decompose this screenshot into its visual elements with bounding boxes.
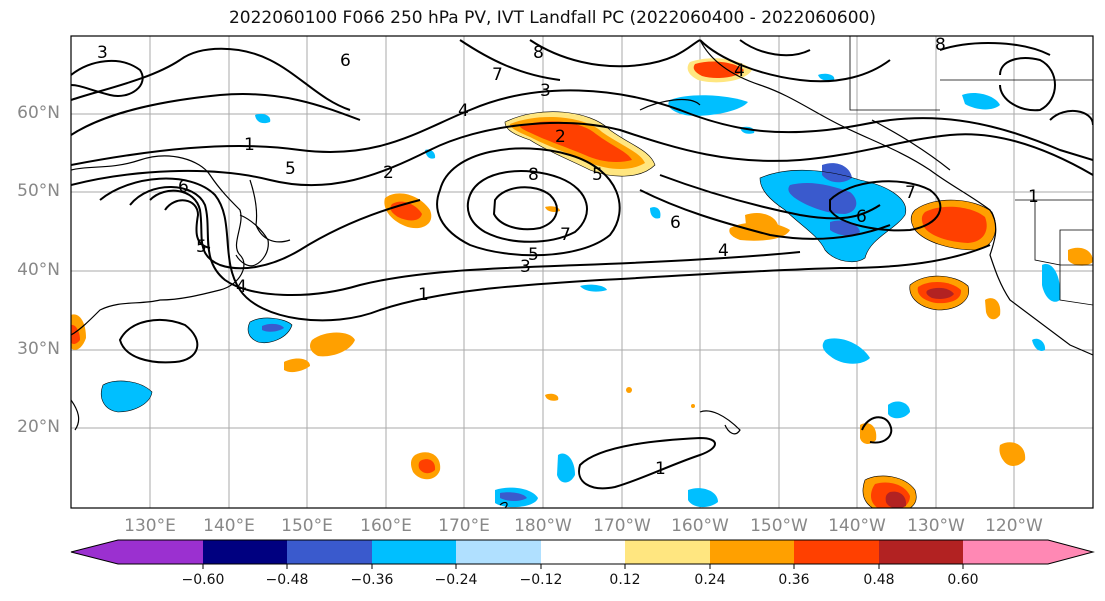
colorbar-tick-label: 0.24 [694,572,726,588]
contour-label: 4 [718,241,729,261]
lat-label: 60°N [17,103,60,123]
colorbar-extend-low [71,540,118,564]
contour-label: 7 [560,225,571,245]
contour-label: 8 [533,43,544,63]
contour-label: 7 [905,183,916,203]
borders [849,36,1093,306]
contour-label: 1 [655,459,666,479]
colorbar-tick-label: 0.36 [778,572,810,588]
lon-label: 170°E [438,516,490,536]
contour-label: 5 [196,237,207,257]
negative-anomaly-shading [101,73,1061,508]
lon-label: 140°W [828,516,886,536]
contour-label: 3 [97,43,108,63]
lon-label: 120°W [985,516,1043,536]
colorbar-tick-label: −0.48 [265,572,309,588]
contour-label: 2 [555,127,566,147]
coastlines [71,39,1093,508]
colorbar-tick-label: 0.12 [609,572,641,588]
lon-label: 150°E [281,516,333,536]
lon-label: 130°W [907,516,965,536]
lat-label: 30°N [17,339,60,359]
colorbar-tick-label: −0.24 [434,572,478,588]
pv-contours [71,39,1093,490]
colorbar-extend-high [1048,540,1093,564]
contour-label: 3 [540,81,551,101]
contour-label: 6 [340,51,351,71]
map-plot-area [71,36,1093,508]
contour-label: 3 [520,257,531,277]
contour-label: 1 [1028,187,1039,207]
contour-label: 2 [383,163,394,183]
contour-labels: 3 6 8 7 3 4 1 5 2 6 5 4 1 8 7 5 3 2 5 6 … [97,35,1039,479]
lon-label: 180°W [514,516,572,536]
contour-label: 4 [458,101,469,121]
lon-label: 140°E [203,516,255,536]
colorbar [70,539,1095,569]
contour-label: 5 [285,159,296,179]
shading-outlines [100,111,996,508]
lat-label: 40°N [17,260,60,280]
colorbar-tick-label: 0.48 [863,572,895,588]
colorbar-tick-label: −0.60 [181,572,225,588]
lat-label: 50°N [17,181,60,201]
gridlines [71,36,1093,508]
contour-label: 7 [492,65,503,85]
contour-label: 8 [528,165,539,185]
contour-label: 5 [528,245,539,265]
contour-label: 4 [236,277,247,297]
contour-label: 4 [734,61,745,81]
map-title: 2022060100 F066 250 hPa PV, IVT Landfall… [228,8,876,28]
lon-label: 160°E [360,516,412,536]
lon-label: 170°W [593,516,651,536]
plot-border [70,35,1094,509]
contour-label: 8 [935,35,946,55]
colorbar-tick-label: 0.60 [947,572,979,588]
colorbar-tick-label: −0.12 [519,572,563,588]
contour-label: 6 [856,207,867,227]
contour-label: 5 [592,165,603,185]
positive-anomaly-shading [71,58,1093,508]
contour-label: 6 [670,213,681,233]
colorbar-tick-label: −0.36 [350,572,394,588]
contour-label: 1 [418,285,429,305]
lon-label: 150°W [750,516,808,536]
lon-label: 130°E [124,516,176,536]
lat-label: 20°N [17,417,60,437]
lon-label: 160°W [671,516,729,536]
contour-label: 1 [244,135,255,155]
contour-label: 6 [178,177,189,197]
